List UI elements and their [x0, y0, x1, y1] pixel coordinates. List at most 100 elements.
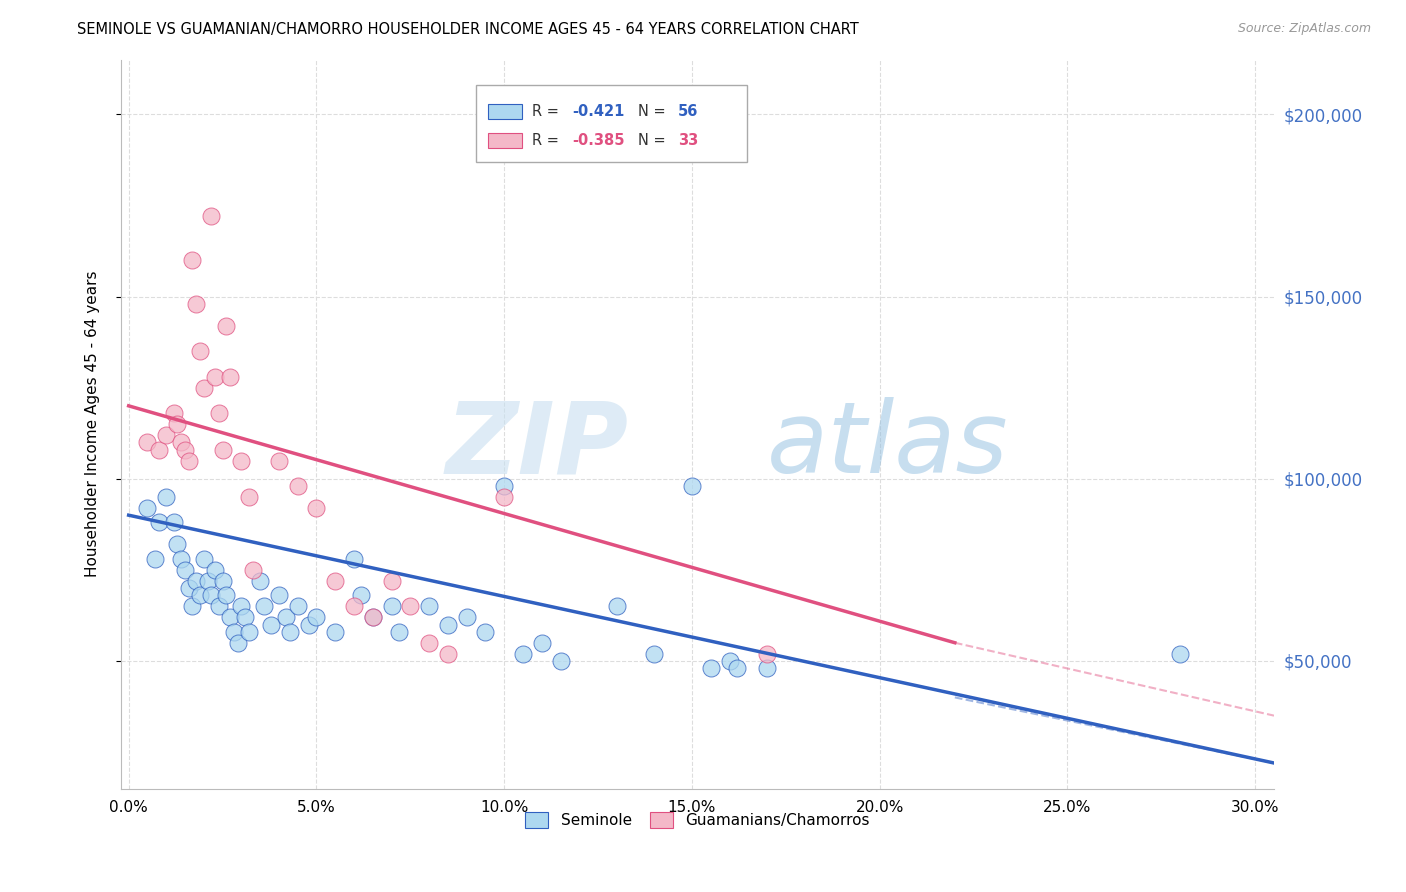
Y-axis label: Householder Income Ages 45 - 64 years: Householder Income Ages 45 - 64 years	[86, 271, 100, 577]
Point	[267, 453, 290, 467]
Point	[323, 574, 346, 588]
FancyBboxPatch shape	[488, 104, 523, 119]
Point	[177, 581, 200, 595]
Point	[193, 381, 215, 395]
Point	[155, 490, 177, 504]
Point	[148, 442, 170, 457]
Point	[211, 442, 233, 457]
Text: Source: ZipAtlas.com: Source: ZipAtlas.com	[1237, 22, 1371, 36]
Point	[188, 588, 211, 602]
Point	[211, 574, 233, 588]
Point	[136, 500, 159, 515]
Point	[418, 636, 440, 650]
Text: N =: N =	[638, 103, 669, 119]
FancyBboxPatch shape	[488, 133, 523, 148]
Point	[361, 610, 384, 624]
Point	[204, 369, 226, 384]
Point	[267, 588, 290, 602]
Point	[323, 624, 346, 639]
Point	[725, 661, 748, 675]
Point	[163, 406, 186, 420]
Point	[163, 516, 186, 530]
Point	[399, 599, 422, 614]
Point	[242, 563, 264, 577]
Text: -0.385: -0.385	[572, 133, 624, 148]
Point	[197, 574, 219, 588]
Point	[456, 610, 478, 624]
Point	[699, 661, 721, 675]
Point	[231, 599, 253, 614]
Point	[170, 435, 193, 450]
Text: 56: 56	[678, 103, 699, 119]
Point	[219, 369, 242, 384]
Point	[253, 599, 276, 614]
Point	[233, 610, 256, 624]
Point	[143, 552, 166, 566]
Text: N =: N =	[638, 133, 669, 148]
Point	[718, 654, 741, 668]
Point	[200, 588, 222, 602]
Point	[388, 624, 411, 639]
Point	[343, 552, 366, 566]
Point	[186, 297, 208, 311]
Point	[1168, 647, 1191, 661]
Legend: Seminole, Guamanians/Chamorros: Seminole, Guamanians/Chamorros	[517, 805, 877, 836]
Text: atlas: atlas	[766, 398, 1008, 494]
Point	[305, 500, 328, 515]
Point	[278, 624, 301, 639]
Text: -0.421: -0.421	[572, 103, 624, 119]
Point	[136, 435, 159, 450]
Point	[380, 574, 402, 588]
Point	[200, 210, 222, 224]
Text: R =: R =	[531, 103, 562, 119]
Point	[494, 490, 516, 504]
Text: ZIP: ZIP	[446, 398, 628, 494]
Point	[343, 599, 366, 614]
Point	[148, 516, 170, 530]
Point	[238, 624, 260, 639]
Point	[215, 318, 238, 333]
Point	[181, 253, 204, 268]
Point	[231, 453, 253, 467]
Point	[437, 647, 460, 661]
Point	[287, 479, 309, 493]
Point	[174, 442, 197, 457]
Point	[380, 599, 402, 614]
Point	[166, 537, 188, 551]
Point	[222, 624, 245, 639]
Point	[249, 574, 271, 588]
Point	[361, 610, 384, 624]
Point	[170, 552, 193, 566]
Text: SEMINOLE VS GUAMANIAN/CHAMORRO HOUSEHOLDER INCOME AGES 45 - 64 YEARS CORRELATION: SEMINOLE VS GUAMANIAN/CHAMORRO HOUSEHOLD…	[77, 22, 859, 37]
Point	[238, 490, 260, 504]
Point	[512, 647, 534, 661]
Point	[550, 654, 572, 668]
Point	[208, 599, 231, 614]
Point	[219, 610, 242, 624]
Point	[643, 647, 665, 661]
Point	[166, 417, 188, 431]
Point	[681, 479, 703, 493]
Point	[437, 617, 460, 632]
Point	[606, 599, 628, 614]
Point	[494, 479, 516, 493]
Point	[260, 617, 283, 632]
Point	[530, 636, 553, 650]
Point	[474, 624, 496, 639]
Text: 33: 33	[678, 133, 699, 148]
Point	[177, 453, 200, 467]
Point	[226, 636, 249, 650]
Point	[298, 617, 321, 632]
Point	[756, 661, 779, 675]
Point	[208, 406, 231, 420]
Point	[174, 563, 197, 577]
Point	[350, 588, 373, 602]
Point	[287, 599, 309, 614]
Point	[181, 599, 204, 614]
Point	[186, 574, 208, 588]
Point	[276, 610, 298, 624]
Point	[204, 563, 226, 577]
FancyBboxPatch shape	[477, 85, 747, 161]
Point	[155, 428, 177, 442]
Point	[418, 599, 440, 614]
